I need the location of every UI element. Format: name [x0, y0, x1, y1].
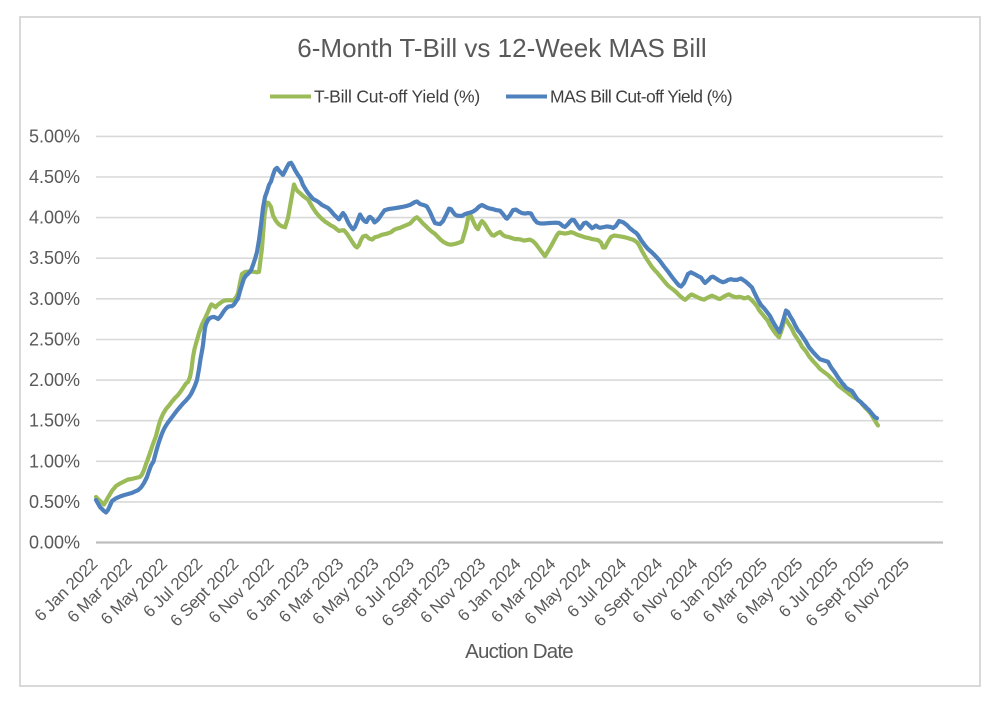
svg-text:2.00%: 2.00% — [29, 370, 80, 390]
svg-text:Auction Date: Auction Date — [465, 640, 573, 663]
svg-text:0.00%: 0.00% — [29, 533, 80, 553]
svg-text:1.00%: 1.00% — [29, 451, 80, 471]
svg-text:5.00%: 5.00% — [29, 126, 80, 146]
svg-text:4.50%: 4.50% — [29, 167, 80, 187]
svg-text:3.50%: 3.50% — [29, 248, 80, 268]
svg-text:0.50%: 0.50% — [29, 492, 80, 512]
svg-text:2.50%: 2.50% — [29, 330, 80, 350]
svg-text:1.50%: 1.50% — [29, 411, 80, 431]
svg-text:MAS Bill Cut-off Yield (%): MAS Bill Cut-off Yield (%) — [550, 87, 732, 107]
svg-text:6-Month T-Bill vs 12-Week MAS: 6-Month T-Bill vs 12-Week MAS Bill — [297, 33, 706, 63]
svg-text:T-Bill Cut-off Yield (%): T-Bill Cut-off Yield (%) — [314, 87, 480, 107]
svg-text:4.00%: 4.00% — [29, 208, 80, 228]
svg-text:3.00%: 3.00% — [29, 289, 80, 309]
